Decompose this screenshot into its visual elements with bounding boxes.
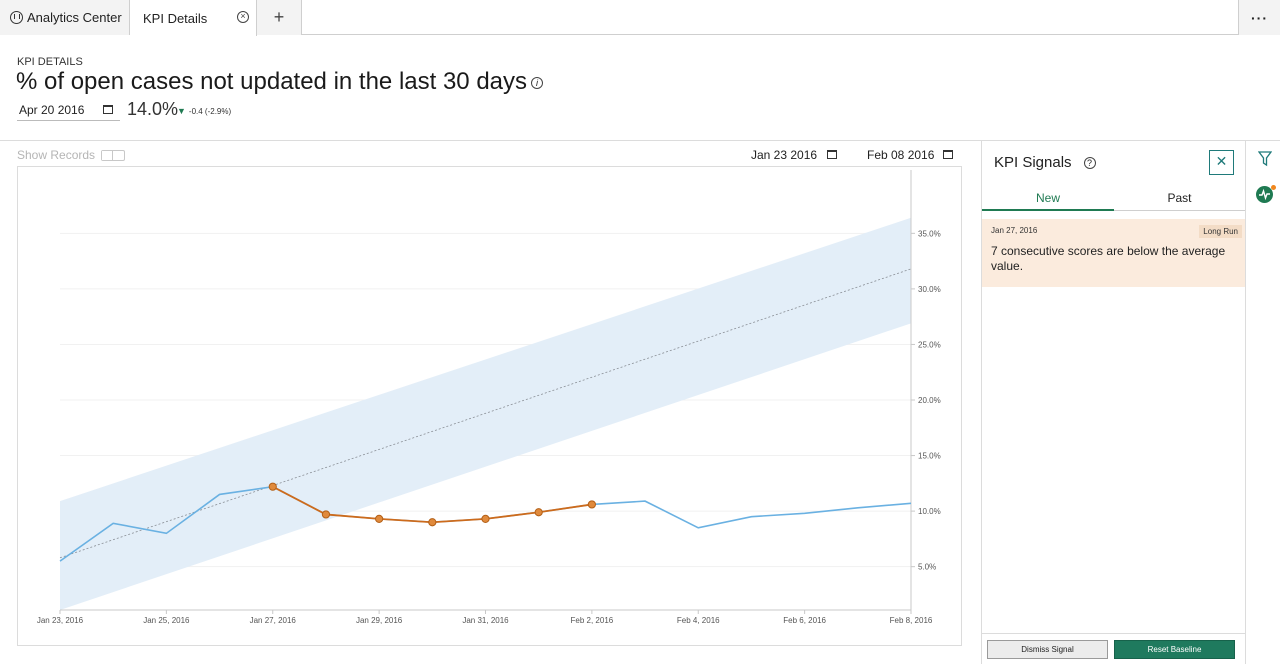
tab-label: KPI Details [143,10,208,26]
y-tick-label: 20.0% [918,396,941,405]
panel-divider [981,141,982,664]
filter-icon[interactable] [1258,151,1272,167]
kpi-signals-title-text: KPI Signals [994,154,1072,171]
calendar-icon[interactable] [103,105,113,114]
baseline-trend [59,268,912,559]
signal-point [321,510,331,519]
x-tick-label: Jan 25, 2016 [143,616,190,625]
calendar-icon[interactable] [943,150,953,159]
kpi-signals-title: KPI Signals? [994,154,1096,171]
chart-container [17,166,962,646]
signals-pulse-icon[interactable] [1256,185,1276,203]
ellipsis-icon: ··· [1251,9,1268,26]
signal-point [375,514,384,523]
help-icon[interactable]: ? [1083,157,1096,170]
signal-date: Jan 27, 2016 [991,226,1038,235]
signal-point [428,518,437,527]
panel-divider [1245,141,1246,664]
signal-text: 7 consecutive scores are below the avera… [991,244,1226,273]
range-start-value: Jan 23 2016 [751,148,818,162]
kpi-date-field[interactable]: Apr 20 2016 [17,100,120,121]
tab-past-signals[interactable]: Past [1114,189,1245,211]
tab-bar: Analytics Center KPI Details × + ··· [0,0,1280,36]
x-tick-label: Feb 4, 2016 [677,616,720,625]
close-panel-button[interactable]: ✕ [1209,150,1234,175]
signal-point [534,508,543,517]
x-tick-label: Jan 31, 2016 [462,616,509,625]
dismiss-signal-button[interactable]: Dismiss Signal [987,640,1108,659]
x-tick-label: Feb 2, 2016 [571,616,614,625]
plus-icon: + [273,7,285,27]
signal-point [268,482,277,491]
show-records-label: Show Records [17,148,96,162]
kpi-delta: ▼ -0.4 (-2.9%) [177,106,231,116]
tab-kpi-details[interactable]: KPI Details × [130,0,257,36]
kpi-date-value: Apr 20 2016 [19,103,85,117]
divider [982,633,1245,634]
y-tick-label: 35.0% [918,229,941,238]
down-triangle-icon: ▼ [177,106,186,116]
close-icon: ✕ [1215,153,1228,169]
x-tick-label: Feb 6, 2016 [783,616,826,625]
info-icon[interactable]: i [531,76,544,89]
x-tick-label: Jan 23, 2016 [37,616,84,625]
tab-analytics-center[interactable]: Analytics Center [0,0,130,35]
analytics-icon [10,11,23,24]
new-tab-button[interactable]: + [257,0,302,35]
y-tick-label: 15.0% [918,452,941,461]
tab-label: Analytics Center [27,10,122,25]
y-tick-label: 10.0% [918,507,941,516]
kpi-current-value: 14.0% [127,99,179,119]
reset-baseline-button[interactable]: Reset Baseline [1114,640,1235,659]
range-end-value: Feb 08 2016 [867,148,935,162]
calendar-icon[interactable] [827,150,837,159]
toggle-switch[interactable] [101,149,126,161]
y-tick-label: 30.0% [918,285,941,294]
x-tick-label: Feb 8, 2016 [890,616,933,625]
more-menu-button[interactable]: ··· [1238,0,1280,35]
show-records-toggle[interactable]: Show Records [17,148,126,162]
close-tab-icon[interactable]: × [237,11,249,23]
kpi-chart: 5.0% 10.0% 15.0% 20.0% 25.0% 30.0% 35.0% Jan 23… [37,170,941,625]
notification-dot [1271,185,1276,190]
kpi-title-text: % of open cases not updated in the last … [16,68,528,95]
y-tick-label: 5.0% [918,563,936,572]
y-tick-label: 25.0% [918,340,941,349]
signal-tag: Long Run [1199,225,1242,238]
pulse-icon [1259,188,1270,201]
page-title: % of open cases not updated in the last … [16,68,544,96]
x-tick-label: Jan 27, 2016 [250,616,297,625]
divider [0,140,1280,141]
page-kicker: KPI DETAILS [17,56,83,68]
kpi-delta-text: -0.4 (-2.9%) [188,107,232,116]
tab-new-signals[interactable]: New [982,189,1114,211]
signal-point [587,500,596,509]
signal-point [481,514,490,523]
x-tick-label: Jan 29, 2016 [356,616,403,625]
signal-card[interactable]: Jan 27, 2016 Long Run 7 consecutive scor… [982,219,1245,287]
confidence-band [60,217,911,610]
